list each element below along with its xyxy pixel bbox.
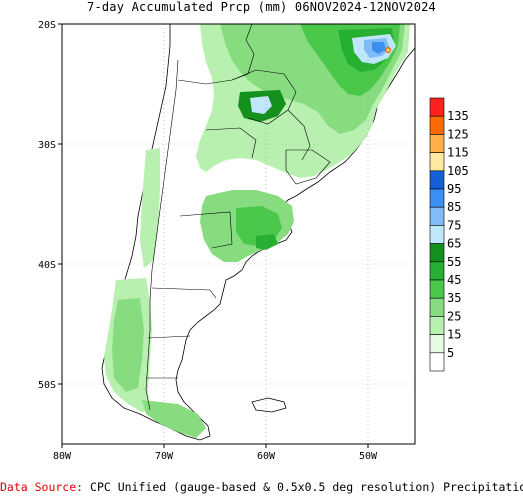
legend-swatch [429,279,445,299]
legend-swatch [429,352,445,372]
falkland-islands [251,397,287,413]
legend-label: 135 [447,109,469,123]
legend-swatch [429,134,445,153]
legend-label: 5 [447,346,454,360]
legend-label: 65 [447,237,461,251]
data-source-label: Data Source: [0,480,84,494]
border-province-1 [205,127,257,159]
lat-label: 50S [38,380,56,391]
lon-label: 50W [359,451,378,462]
data-source-text: CPC Unified (gauge-based & 0.5x0.5 deg r… [90,480,523,494]
legend-swatch [429,115,445,135]
lon-label: 80W [53,451,72,462]
legend-swatch [429,170,445,190]
border-bolivia-south [177,73,249,85]
precip-peak-yellow [386,48,390,52]
legend-swatch [429,261,445,281]
precipitation-shading [104,24,410,438]
legend-swatch [429,297,445,317]
legend-swatch [429,97,445,117]
legend-swatch [429,206,445,226]
data-source-footer: Data Source: CPC Unified (gauge-based & … [0,479,523,495]
legend-label: 75 [447,218,461,232]
legend-swatch [429,316,445,335]
border-chile-argentina [145,59,179,411]
legend: 135 125 115 105 95 85 75 65 55 45 35 25 15 5 [429,97,469,372]
legend-label: 25 [447,309,461,323]
political-borders [145,23,331,411]
legend-label: 115 [447,146,469,160]
precip-region-paraguay-light [250,96,272,114]
border-uruguay [285,149,331,185]
precip-region-blue-dark [372,42,386,54]
legend-swatch [429,334,445,354]
legend-label: 45 [447,273,461,287]
precip-region-tierra-del-fuego [142,400,206,438]
legend-label: 15 [447,328,461,342]
tick-marks [58,23,369,448]
lat-label: 30S [38,140,56,151]
lat-label: 20S [38,20,56,31]
legend-swatch [429,243,445,263]
lon-label: 70W [155,451,174,462]
lat-label: 40S [38,260,56,271]
border-province-4 [147,335,191,339]
border-province-3 [151,287,217,299]
border-argentina-brazil [287,109,311,161]
legend-swatch [429,188,445,208]
legend-label: 125 [447,127,469,141]
legend-label: 55 [447,255,461,269]
legend-label: 35 [447,291,461,305]
precip-region-coastal-buenos-aires [256,234,278,250]
graticule [62,24,415,444]
legend-swatch [429,152,445,172]
legend-label: 95 [447,182,461,196]
legend-swatch [429,225,445,244]
legend-label: 85 [447,200,461,214]
legend-label: 105 [447,164,469,178]
precip-region-andes-south-core [112,298,144,392]
map-title: 7-day Accumulated Prcp (mm) 06NOV2024-12… [87,0,436,14]
precip-region-andes-central [140,148,160,268]
border-province-2 [179,211,233,249]
border-paraguay [231,69,297,125]
map-frame [61,23,416,445]
border-brazil-bolivia [245,23,255,75]
lon-label: 60W [257,451,276,462]
